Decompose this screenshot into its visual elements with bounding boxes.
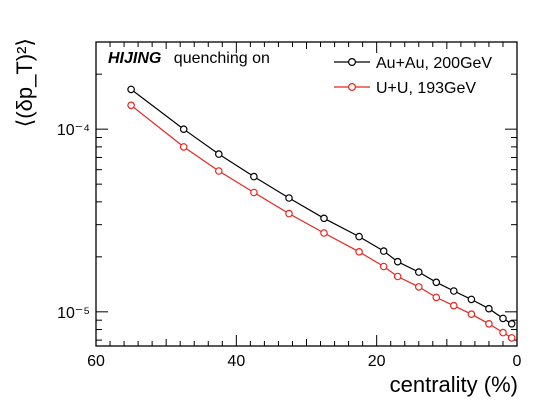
x-tick-label: 40 <box>227 353 245 370</box>
y-axis-title-text: ⟨(δp_T)²⟩ <box>12 38 37 127</box>
data-point <box>449 301 458 310</box>
data-point <box>485 304 493 313</box>
legend-entry: U+U, 193GeV <box>334 80 476 97</box>
legend-marker <box>348 57 357 66</box>
data-point <box>507 319 516 328</box>
data-point <box>379 247 388 255</box>
data-point <box>250 172 258 181</box>
data-point <box>414 268 423 276</box>
x-tick-label: 20 <box>368 353 386 370</box>
data-point <box>449 287 458 295</box>
data-point <box>127 101 135 110</box>
data-point <box>379 262 388 271</box>
x-tick-label: 0 <box>513 353 522 370</box>
data-point <box>467 295 476 304</box>
series-line <box>130 88 513 325</box>
legend-label: Au+Au, 200GeV <box>376 55 492 72</box>
annotation-generator: HIJING <box>108 50 161 67</box>
data-point <box>320 214 328 223</box>
data-point <box>285 209 293 218</box>
data-point <box>179 143 188 151</box>
data-point <box>499 314 507 323</box>
data-point <box>285 194 293 202</box>
data-point <box>485 319 493 328</box>
x-tick-label: 60 <box>87 353 105 370</box>
data-point <box>414 283 423 291</box>
legend-entry: Au+Au, 200GeV <box>334 55 492 72</box>
data-point <box>355 232 363 241</box>
series-line <box>130 104 513 339</box>
series-1 <box>127 101 516 342</box>
y-tick-label: 10⁻⁴ <box>57 122 90 139</box>
legend-marker <box>348 82 357 91</box>
data-point <box>507 334 516 342</box>
data-point <box>393 272 402 281</box>
data-point <box>499 328 507 337</box>
series-layer <box>127 85 516 342</box>
chart-axes: 60 40 20 0 10⁻⁴ 10⁻⁵ <box>57 41 522 370</box>
series-0 <box>127 85 516 328</box>
annotation: HIJING quenching on <box>108 50 270 67</box>
data-point <box>432 293 441 302</box>
data-point <box>250 188 258 197</box>
legend: Au+Au, 200GeV U+U, 193GeV <box>334 55 492 97</box>
data-point <box>320 229 328 237</box>
y-tick-label: 10⁻⁵ <box>57 305 90 322</box>
y-axis-title: ⟨(δp_T)²⟩ <box>12 38 37 127</box>
data-point <box>393 257 402 266</box>
x-axis-title: centrality (%) <box>390 372 518 397</box>
data-point <box>355 248 363 256</box>
data-point <box>127 85 135 94</box>
data-point <box>215 167 223 175</box>
data-point <box>215 150 223 158</box>
data-point <box>432 278 441 287</box>
annotation-text: quenching on <box>174 50 270 67</box>
legend-label: U+U, 193GeV <box>376 80 476 97</box>
data-point <box>467 310 476 319</box>
data-point <box>179 125 188 134</box>
